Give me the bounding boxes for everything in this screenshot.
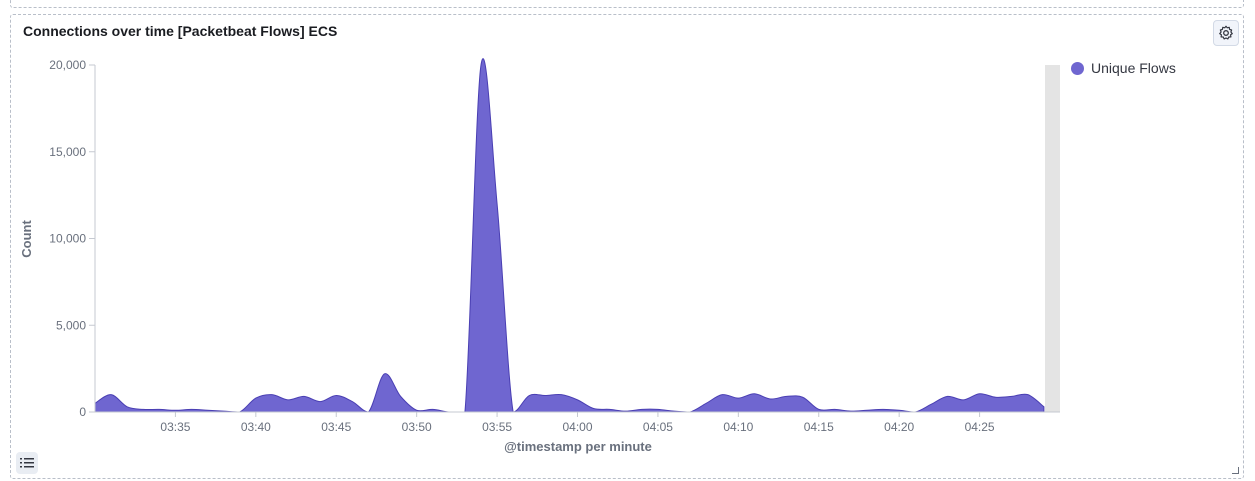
y-tick-label: 10,000 [49,232,86,246]
x-tick-label: 04:20 [884,420,914,434]
gear-icon [1219,25,1233,40]
x-tick-label: 03:35 [160,420,190,434]
y-tick-label: 5,000 [56,318,86,332]
legend-item-unique-flows[interactable]: Unique Flows [1071,60,1176,76]
legend-toggle-button[interactable] [16,452,38,474]
series-area-unique-flows [94,58,1045,413]
y-tick-label: 15,000 [49,145,86,159]
x-tick-label: 04:05 [643,420,673,434]
x-tick-label: 03:50 [402,420,432,434]
x-tick-label: 03:55 [482,420,512,434]
legend-color-dot [1071,61,1084,75]
x-tick-label: 04:10 [723,420,753,434]
list-icon [20,458,34,468]
x-axis-title: @timestamp per minute [504,439,652,454]
x-tick-label: 03:40 [241,420,271,434]
panel-title: Connections over time [Packetbeat Flows]… [23,23,338,39]
legend-item-label: Unique Flows [1091,60,1176,76]
x-tick-label: 03:45 [321,420,351,434]
y-tick-label: 0 [79,405,86,419]
partial-data-region [1045,65,1060,412]
y-axis-title: Count [19,220,34,258]
previous-panel-edge [10,0,1244,8]
x-tick-label: 04:00 [562,420,592,434]
panel-resize-handle[interactable] [1232,467,1239,474]
x-tick-label: 04:15 [804,420,834,434]
y-tick-label: 20,000 [49,58,86,72]
panel-settings-button[interactable] [1213,20,1239,46]
x-tick-label: 04:25 [965,420,995,434]
